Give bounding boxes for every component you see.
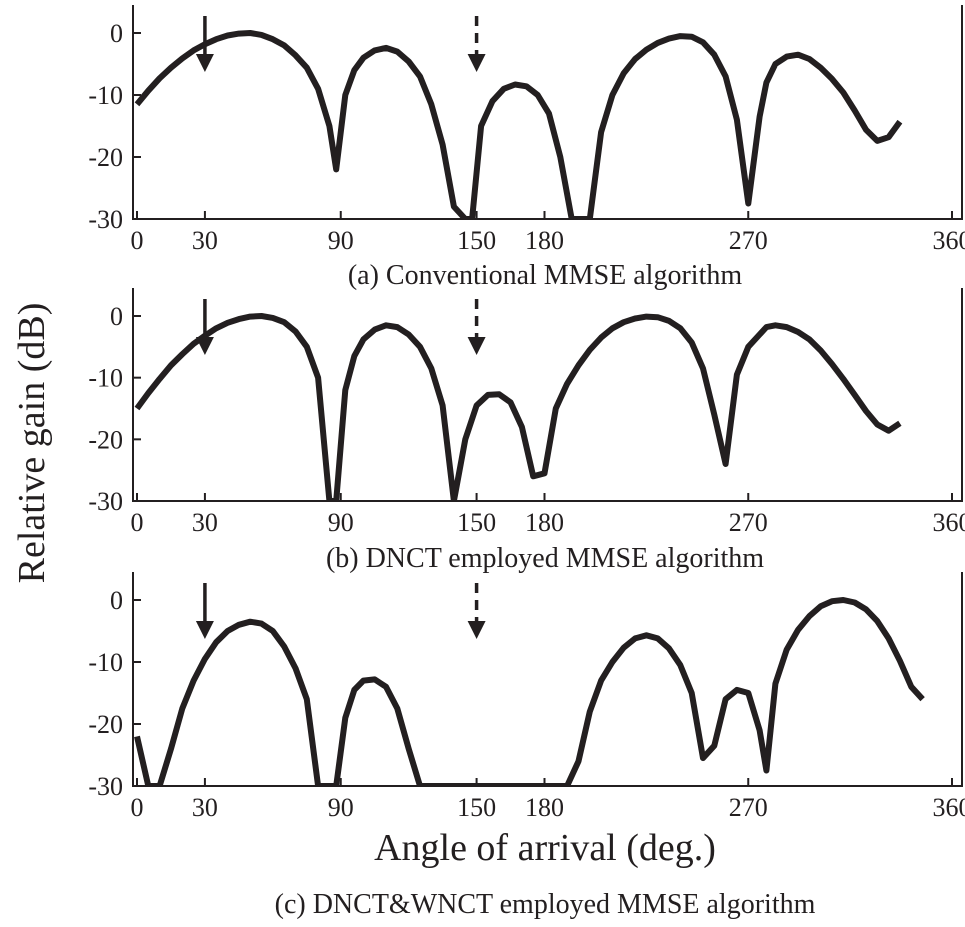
y-tick-label: 0 xyxy=(110,302,123,331)
panel-caption: (c) DNCT&WNCT employed MMSE algorithm xyxy=(275,889,816,920)
x-tick-label: 30 xyxy=(192,226,218,255)
y-tick-label: -30 xyxy=(88,772,123,801)
x-tick-label: 360 xyxy=(933,226,965,255)
arrow-head xyxy=(467,621,486,639)
y-tick-label: -20 xyxy=(88,425,123,454)
arrow-head xyxy=(195,54,214,72)
y-axis-label: Relative gain (dB) xyxy=(11,303,53,584)
gain-curve xyxy=(134,597,925,787)
x-tick-label: 180 xyxy=(525,793,564,822)
panel-caption: (b) DNCT employed MMSE algorithm xyxy=(326,543,764,574)
x-tick-label: 150 xyxy=(457,793,496,822)
x-tick-label: 90 xyxy=(328,226,354,255)
gain-curve xyxy=(134,313,902,502)
panel-b: 0 -10 -20 -30 0 30 90 150 180 270 360 (b) DNCT empl… xyxy=(88,288,965,574)
panel-caption: (a) Conventional MMSE algorithm xyxy=(348,260,743,291)
x-tick-label: 30 xyxy=(192,793,218,822)
y-tick-label: -10 xyxy=(88,81,123,110)
x-tick-label: 360 xyxy=(933,508,965,537)
x-tick-label: 180 xyxy=(525,508,564,537)
axes-frame xyxy=(132,288,963,502)
arrow-head xyxy=(467,337,486,355)
y-tick-label: -30 xyxy=(88,205,123,234)
axes-frame xyxy=(132,572,963,787)
x-tick-label: 0 xyxy=(131,793,144,822)
x-tick-label: 270 xyxy=(729,508,768,537)
y-tick-label: -20 xyxy=(88,143,123,172)
arrow-head xyxy=(467,54,486,72)
x-tick-label: 90 xyxy=(328,793,354,822)
arrow-head xyxy=(195,337,214,355)
gain-curve xyxy=(134,30,903,220)
x-tick-label: 270 xyxy=(729,226,768,255)
y-tick-label: -20 xyxy=(88,710,123,739)
x-axis-label: Angle of arrival (deg.) xyxy=(374,827,716,869)
y-tick-label: 0 xyxy=(110,19,123,48)
x-tick-label: 150 xyxy=(457,508,496,537)
y-tick-label: -10 xyxy=(88,648,123,677)
x-tick-label: 30 xyxy=(192,508,218,537)
x-tick-label: 90 xyxy=(328,508,354,537)
panel-c: 0 -10 -20 -30 0 30 90 150 180 270 360 (c) DNCT&WNCT… xyxy=(88,572,965,920)
x-tick-label: 150 xyxy=(457,226,496,255)
y-tick-label: -10 xyxy=(88,364,123,393)
x-tick-label: 270 xyxy=(729,793,768,822)
axes-frame xyxy=(132,5,963,220)
x-tick-label: 360 xyxy=(933,793,965,822)
arrow-head xyxy=(195,621,214,639)
y-tick-label: -30 xyxy=(88,487,123,516)
panel-a: 0 -10 -20 -30 0 30 90 150 180 270 360 (a) Conventio… xyxy=(88,5,965,291)
x-tick-label: 0 xyxy=(131,508,144,537)
y-tick-label: 0 xyxy=(110,586,123,615)
x-tick-label: 180 xyxy=(525,226,564,255)
x-tick-label: 0 xyxy=(131,226,144,255)
